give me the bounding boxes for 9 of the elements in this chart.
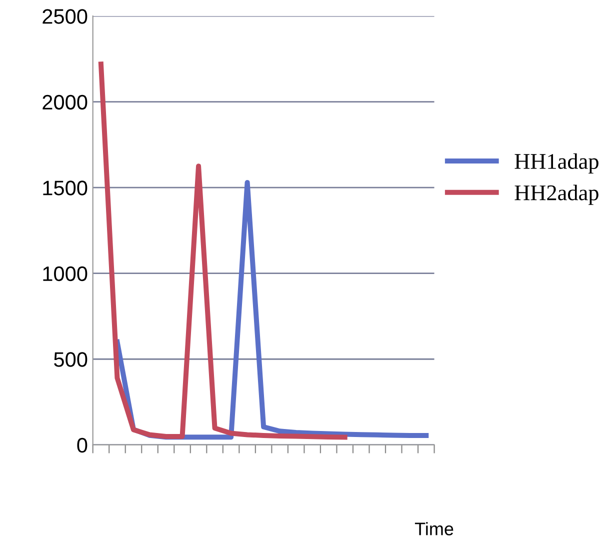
- y-tick-label: 2000: [42, 94, 88, 110]
- y-tick-label: 2500: [42, 9, 88, 24]
- y-tick-label: 1500: [43, 180, 88, 196]
- legend-label: HH2adap: [514, 184, 598, 205]
- y-tick-label: 0: [77, 438, 88, 453]
- x-axis-title: Time: [414, 522, 454, 536]
- legend-label: HH1adap: [514, 153, 598, 174]
- y-tick-label: 500: [54, 352, 88, 367]
- y-tick-label: 1000: [43, 266, 88, 282]
